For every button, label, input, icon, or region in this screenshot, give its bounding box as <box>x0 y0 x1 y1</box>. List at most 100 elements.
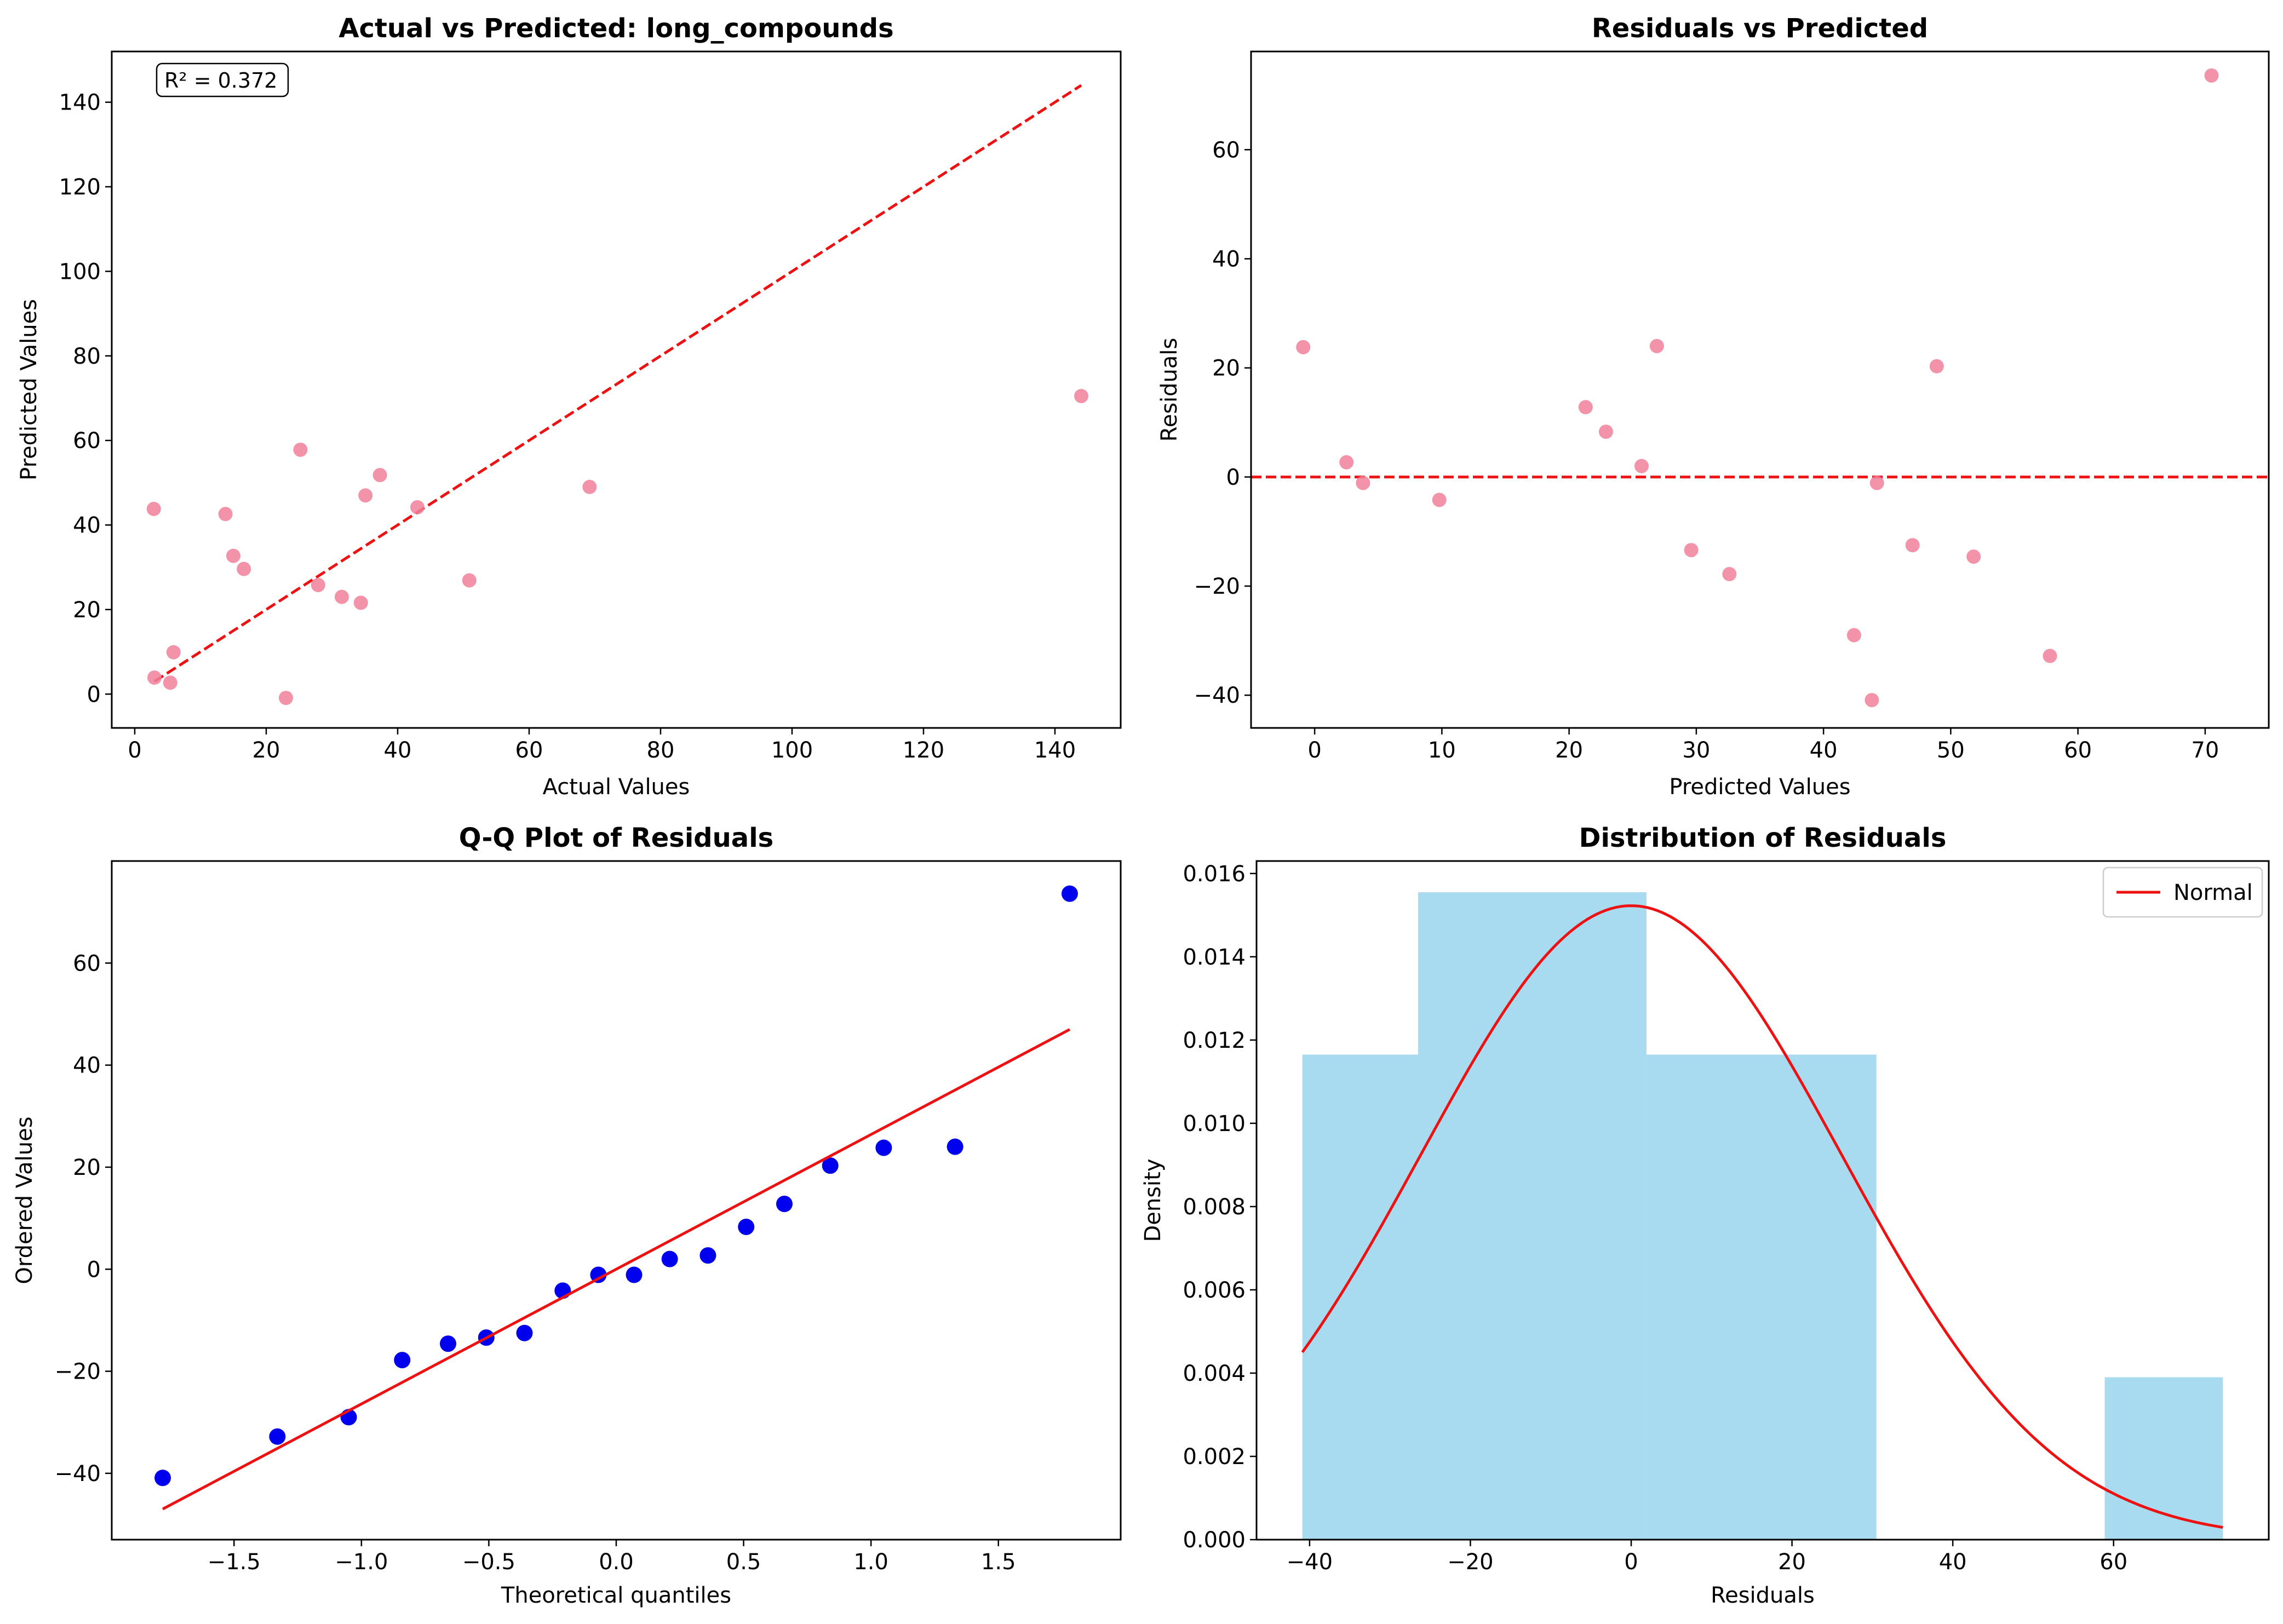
x-tick-label-6: 1.0 <box>853 1550 888 1575</box>
y-tick-label-9: 0.016 <box>1183 862 1246 887</box>
plot-marks <box>1301 892 2223 1540</box>
scatter-point-9 <box>293 443 308 457</box>
chart-title: Distribution of Residuals <box>1579 823 1947 853</box>
x-tick-label-3: −0.5 <box>462 1550 515 1575</box>
axes-frame <box>1250 50 2270 729</box>
normal-curve <box>1301 904 2223 1529</box>
qq-point-7 <box>516 1324 533 1341</box>
y-tick-label-2: 20 <box>73 598 101 623</box>
y-tick-label-1: 0 <box>87 682 101 707</box>
x-tick-label-4: 20 <box>1778 1550 1806 1575</box>
histogram-bar-4 <box>2104 1377 2223 1540</box>
x-tick-label-2: −20 <box>1447 1550 1493 1575</box>
scatter-point-11 <box>1846 628 1861 642</box>
scatter-point-5 <box>218 507 233 521</box>
scatter-point-7 <box>1634 458 1649 473</box>
scatter-point-7 <box>237 561 251 576</box>
scatter-point-16 <box>462 573 477 588</box>
plot-marks <box>1251 68 2269 708</box>
x-tick-label-5: 40 <box>1810 738 1838 763</box>
y-tick-label-4: 0.006 <box>1183 1278 1246 1303</box>
scatter-point-18 <box>1074 389 1088 404</box>
plot-marks <box>146 84 1088 705</box>
x-axis-label: Actual Values <box>543 774 690 800</box>
x-tick-label-4: 30 <box>1682 738 1710 763</box>
axes-frame <box>111 860 1122 1541</box>
qq-point-17 <box>947 1138 963 1155</box>
x-tick-label-3: 40 <box>384 738 412 763</box>
y-tick-label-6: 60 <box>73 951 101 976</box>
x-tick-label-2: −1.0 <box>335 1550 388 1575</box>
y-tick-label-6: 0.010 <box>1183 1111 1246 1137</box>
scatter-point-6 <box>226 548 240 563</box>
x-tick-label-7: 1.5 <box>981 1550 1016 1575</box>
x-tick-label-2: 20 <box>253 738 280 763</box>
scatter-point-18 <box>2204 68 2219 83</box>
chart-title: Q-Q Plot of Residuals <box>459 823 773 853</box>
scatter-point-6 <box>1598 424 1613 439</box>
y-tick-label-7: 0.012 <box>1183 1028 1246 1053</box>
y-tick-label-8: 0.014 <box>1183 945 1246 970</box>
x-tick-label-4: 60 <box>515 738 543 763</box>
x-axis-label: Theoretical quantiles <box>501 1583 731 1608</box>
scatter-point-8 <box>279 691 293 705</box>
qq-fit-line <box>162 1028 1071 1511</box>
x-tick-label-3: 0 <box>1624 1550 1638 1575</box>
qq-point-2 <box>269 1428 286 1445</box>
y-tick-label-2: −20 <box>55 1359 101 1385</box>
scatter-point-10 <box>311 578 325 593</box>
scatter-point-1 <box>1296 340 1311 354</box>
x-tick-label-4: 0.0 <box>599 1550 634 1575</box>
scatter-point-11 <box>335 589 349 604</box>
y-axis-label: Predicted Values <box>16 299 42 480</box>
y-tick-label-5: 40 <box>1212 246 1240 272</box>
scatter-point-16 <box>1966 549 1981 564</box>
qq-point-11 <box>661 1250 678 1267</box>
y-tick-label-5: 0.008 <box>1183 1195 1246 1220</box>
scatter-point-13 <box>1869 475 1884 490</box>
scatter-point-9 <box>1684 543 1699 558</box>
qq-point-10 <box>626 1266 643 1283</box>
x-tick-label-8: 70 <box>2191 738 2219 763</box>
y-axis-label: Residuals <box>1157 338 1182 442</box>
chart-panel-2: 0 10 20 30 40 50 60 70 −40 −20 0 20 40 60 Residuals vs… <box>1157 13 2270 800</box>
scatter-point-14 <box>372 468 387 483</box>
x-tick-label-1: −40 <box>1287 1550 1333 1575</box>
qq-point-12 <box>699 1247 716 1264</box>
x-tick-label-1: 0 <box>1307 738 1321 763</box>
qq-point-9 <box>590 1266 607 1283</box>
y-tick-label-5: 40 <box>73 1053 101 1078</box>
qq-point-14 <box>776 1196 793 1213</box>
x-tick-label-2: 10 <box>1428 738 1456 763</box>
scatter-point-13 <box>358 488 373 503</box>
y-tick-label-2: 0.002 <box>1183 1444 1246 1470</box>
axes-frame <box>1255 860 2270 1541</box>
y-tick-label-4: 60 <box>73 428 101 454</box>
qq-point-16 <box>875 1139 892 1156</box>
x-tick-label-1: 0 <box>128 738 141 763</box>
scatter-point-2 <box>1339 455 1354 469</box>
y-tick-label-6: 60 <box>1212 137 1240 163</box>
x-tick-label-1: −1.5 <box>208 1550 261 1575</box>
r-squared-annotation: R² = 0.372 <box>164 68 277 93</box>
chart-title: Actual vs Predicted: long_compounds <box>339 13 893 44</box>
histogram-bar-2 <box>1418 892 1647 1540</box>
scatter-point-17 <box>2043 649 2057 663</box>
chart-panel-3: −1.5 −1.0 −0.5 0.0 0.5 1.0 1.5 −40 −20 0 20 40 60 Q-Q… <box>12 823 1122 1608</box>
scatter-point-3 <box>163 675 177 690</box>
x-tick-label-5: 80 <box>647 738 675 763</box>
y-tick-label-1: −40 <box>55 1461 101 1487</box>
scatter-point-5 <box>1578 400 1593 415</box>
y-tick-label-1: −40 <box>1194 683 1240 708</box>
qq-point-1 <box>154 1470 171 1487</box>
scatter-point-4 <box>166 645 181 659</box>
legend-label-normal: Normal <box>2173 880 2253 905</box>
chart-panel-1: 0 20 40 60 80 100 120 140 0 20 40 60 80 100 120 140 Actu… <box>16 13 1122 800</box>
scatter-point-8 <box>1649 338 1664 353</box>
y-axis-label: Density <box>1140 1158 1166 1242</box>
x-tick-label-7: 60 <box>2064 738 2092 763</box>
chart-panel-4: −40 −20 0 20 40 60 0.000 0.002 0.004 0.006 0.008 0.… <box>1140 823 2270 1608</box>
scatter-point-17 <box>582 480 597 495</box>
x-tick-label-8: 140 <box>1034 738 1076 763</box>
